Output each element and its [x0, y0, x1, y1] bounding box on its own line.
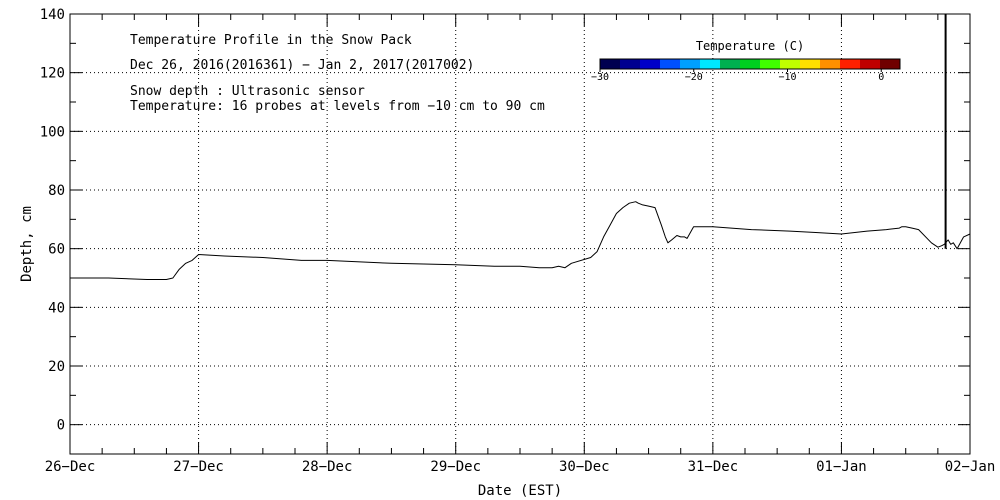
- colorbar-swatch: [880, 59, 901, 69]
- colorbar-swatch: [680, 59, 701, 69]
- colorbar-swatch: [640, 59, 661, 69]
- y-tick-label: 140: [40, 7, 65, 23]
- colorbar-ticks: −30 −20 −10 0: [591, 69, 884, 83]
- colorbar-swatch: [860, 59, 881, 69]
- colorbar-swatch: [660, 59, 681, 69]
- y-tick-label: 20: [48, 359, 65, 375]
- colorbar-tick-label: −10: [778, 72, 796, 83]
- y-axis-title: Depth, cm: [19, 206, 35, 282]
- colorbar-swatch: [820, 59, 841, 69]
- colorbar-swatches: [599, 58, 901, 70]
- colorbar-swatch: [840, 59, 861, 69]
- x-tick-label: 31−Dec: [688, 459, 739, 475]
- x-tick-label: 01−Jan: [816, 459, 867, 475]
- temperature-colorbar: Temperature (C) −30 −20 −10 0: [591, 39, 901, 83]
- x-tick-label: 26−Dec: [45, 459, 96, 475]
- y-tick-label: 0: [57, 418, 65, 434]
- axis-tick-labels: 26−Dec 27−Dec 28−Dec 29−Dec 30−Dec 31−Dec 01−J…: [40, 7, 996, 475]
- colorbar-swatch: [600, 59, 621, 69]
- annotation-temperature: Temperature: 16 probes at levels from −1…: [130, 99, 545, 114]
- colorbar-title: Temperature (C): [696, 39, 804, 53]
- colorbar-tick-label: −20: [685, 72, 703, 83]
- annotation-snow-depth: Snow depth : Ultrasonic sensor: [130, 84, 365, 99]
- colorbar-swatch: [800, 59, 821, 69]
- snow-depth-line: [70, 201, 971, 280]
- colorbar-tick-label: 0: [878, 72, 884, 83]
- chart-title: Temperature Profile in the Snow Pack: [130, 33, 412, 48]
- x-tick-label: 28−Dec: [302, 459, 353, 475]
- x-tick-label: 29−Dec: [430, 459, 481, 475]
- colorbar-swatch: [740, 59, 761, 69]
- x-tick-label: 02−Jan: [945, 459, 996, 475]
- colorbar-tick-label: −30: [591, 72, 609, 83]
- colorbar-swatch: [720, 59, 741, 69]
- series-lines: [70, 14, 971, 280]
- colorbar-swatch: [700, 59, 721, 69]
- x-tick-label: 27−Dec: [173, 459, 224, 475]
- y-tick-label: 60: [48, 242, 65, 258]
- x-tick-label: 30−Dec: [559, 459, 610, 475]
- colorbar-swatch: [620, 59, 641, 69]
- plot-area-frame: [69, 13, 971, 455]
- x-axis-title: Date (EST): [478, 483, 562, 499]
- colorbar-swatch: [780, 59, 801, 69]
- colorbar-frame: [599, 58, 901, 70]
- y-tick-label: 100: [40, 124, 65, 140]
- y-tick-label: 120: [40, 66, 65, 82]
- y-tick-label: 40: [48, 300, 65, 316]
- colorbar-swatch: [760, 59, 781, 69]
- chart-subtitle: Dec 26, 2016(2016361) − Jan 2, 2017(2017…: [130, 58, 474, 73]
- y-tick-label: 80: [48, 183, 65, 199]
